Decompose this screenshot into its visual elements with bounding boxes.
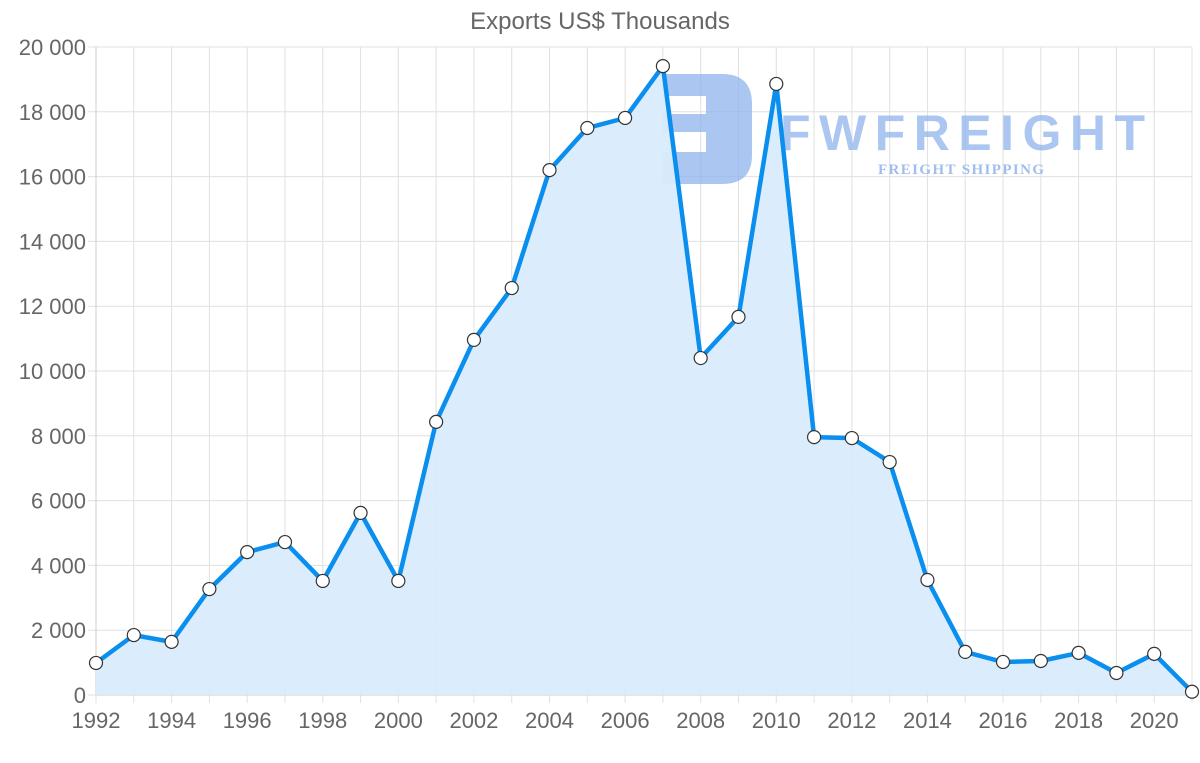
data-points [88,59,1200,699]
x-tick-label: 2000 [374,708,423,733]
data-point [353,505,368,521]
x-tick-label: 2012 [827,708,876,733]
data-point [504,280,519,296]
data-point [1147,646,1162,661]
x-tick-label: 2014 [903,708,952,733]
x-tick-label: 2016 [979,708,1028,733]
data-point [580,120,595,136]
x-tick-label: 1994 [147,708,196,733]
chart-title: Exports US$ Thousands [470,8,730,35]
data-point [1184,684,1200,699]
brand-logo-icon [663,74,752,184]
area-fill [96,66,1192,696]
x-tick-label: 2004 [525,708,574,733]
data-point [466,332,482,347]
series-area [96,66,1192,696]
y-axis: 0 2 000 4 000 6 000 8 000 10 000 12 000 14 000 1… [19,35,86,708]
x-tick-label: 1998 [298,708,347,733]
data-point [202,581,217,597]
y-tick-label: 0 [74,683,86,708]
data-point [240,545,255,560]
data-point [844,430,859,446]
x-tick-label: 2002 [449,708,498,733]
x-axis: 1992 1994 1996 1998 2000 2002 2004 2006 2008 2010… [72,708,1179,733]
data-point [958,644,973,660]
x-tick-label: 1996 [223,708,272,733]
data-point [1109,665,1124,681]
data-point [995,654,1011,670]
data-point [429,414,444,429]
y-tick-label: 20 000 [19,35,86,60]
data-point [882,454,897,470]
data-point [618,110,633,126]
data-point [277,534,293,550]
watermark-tagline: FREIGHT SHIPPING [878,162,1044,178]
y-tick-label: 2 000 [31,618,86,643]
data-point [693,350,708,366]
data-point [731,309,746,324]
y-tick-label: 4 000 [31,553,86,578]
data-point [88,655,104,671]
x-tick-label: 2020 [1130,708,1179,733]
x-tick-label: 2010 [752,708,801,733]
data-point [920,572,935,588]
x-tick-label: 1992 [72,708,121,733]
data-point [315,573,330,589]
x-tick-label: 2018 [1054,708,1103,733]
x-tick-label: 2006 [601,708,650,733]
y-tick-label: 10 000 [19,359,86,384]
y-tick-label: 12 000 [19,294,86,319]
data-point [126,627,141,643]
y-tick-label: 16 000 [19,165,86,190]
y-tick-label: 18 000 [19,100,86,125]
y-tick-label: 14 000 [19,229,86,254]
data-point [806,429,822,445]
x-tick-label: 2008 [676,708,725,733]
y-tick-label: 6 000 [31,489,86,514]
data-point [164,634,179,649]
watermark-brand: FWFREIGHT [780,105,1145,161]
data-point [769,76,784,92]
data-point [542,163,557,178]
data-point [1033,653,1048,669]
data-point [655,59,670,74]
data-point [1071,645,1086,660]
y-tick-label: 8 000 [31,424,86,449]
data-point [391,573,406,589]
